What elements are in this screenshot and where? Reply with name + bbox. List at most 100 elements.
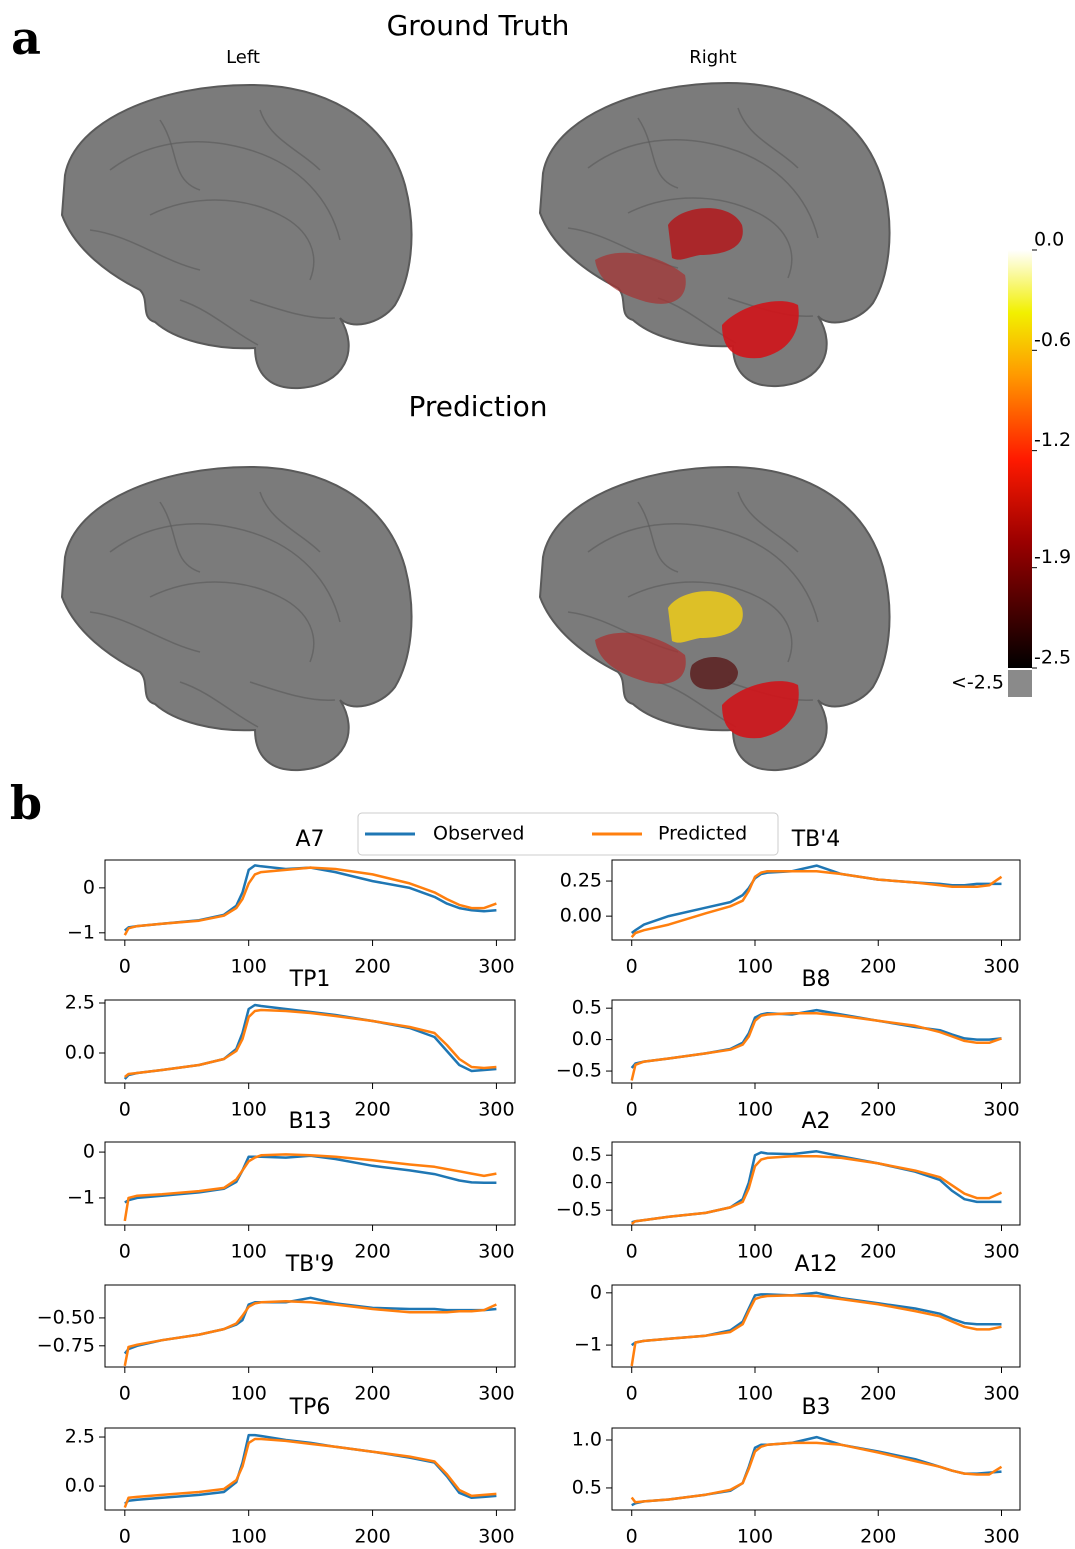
y-tick-label: −0.5 xyxy=(556,1060,602,1082)
series-line xyxy=(123,1299,497,1367)
colorbar-under xyxy=(1008,670,1032,697)
colorbar-tick-label: 0.0 xyxy=(1034,229,1064,251)
x-tick-label: 0 xyxy=(626,1099,638,1121)
legend-box xyxy=(357,812,779,856)
x-tick-label: 0 xyxy=(119,1241,131,1263)
x-tick-label: 100 xyxy=(231,1383,267,1405)
series-line xyxy=(630,1155,1003,1225)
y-tick-label: 2.5 xyxy=(65,1426,95,1448)
x-tick-label: 0 xyxy=(119,1383,131,1405)
series-line xyxy=(630,1011,1002,1081)
y-tick-label: −1 xyxy=(67,921,95,943)
region-highlight xyxy=(690,656,738,690)
x-tick-label: 0 xyxy=(626,1241,638,1263)
column-label: Left xyxy=(226,47,260,68)
x-tick-label: 200 xyxy=(354,956,390,978)
series-line xyxy=(631,1435,1002,1507)
chart-title: A7 xyxy=(295,827,324,852)
series-line xyxy=(124,1154,497,1204)
plot-frame xyxy=(611,1427,1021,1511)
plot-frame xyxy=(611,859,1021,941)
y-tick-label: 0 xyxy=(590,1281,602,1303)
series-line xyxy=(630,1441,1003,1504)
x-tick-label: 100 xyxy=(737,1099,773,1121)
y-tick-label: 0.5 xyxy=(572,1476,602,1498)
column-label: Right xyxy=(689,47,736,68)
series-line xyxy=(630,869,1003,939)
series-line xyxy=(124,1008,497,1078)
y-tick-label: 0.00 xyxy=(560,905,602,927)
plot-frame xyxy=(104,1284,516,1368)
panel-letter: b xyxy=(10,776,42,830)
x-tick-label: 200 xyxy=(860,1099,896,1121)
y-tick-label: 0.0 xyxy=(572,1028,602,1050)
region-highlight xyxy=(722,681,799,739)
x-tick-label: 100 xyxy=(737,1526,773,1548)
series-line xyxy=(631,1150,1002,1224)
y-tick-label: −0.50 xyxy=(37,1306,95,1328)
x-tick-label: 300 xyxy=(478,1241,514,1263)
x-tick-label: 0 xyxy=(626,1383,638,1405)
x-tick-label: 200 xyxy=(354,1383,390,1405)
y-tick-label: 0.0 xyxy=(65,1475,95,1497)
x-tick-label: 300 xyxy=(983,1383,1019,1405)
plot-frame xyxy=(611,1141,1021,1226)
x-tick-label: 100 xyxy=(737,956,773,978)
y-tick-label: −0.75 xyxy=(37,1334,95,1356)
plot-frame xyxy=(611,999,1021,1084)
chart-title: TP1 xyxy=(289,967,331,992)
x-tick-label: 100 xyxy=(231,1099,267,1121)
chart-title: TB'9 xyxy=(285,1252,335,1277)
series-line xyxy=(123,864,497,932)
x-tick-label: 100 xyxy=(737,1383,773,1405)
plot-frame xyxy=(611,1284,1021,1368)
x-tick-label: 0 xyxy=(119,1099,131,1121)
chart-title: TP6 xyxy=(289,1395,331,1420)
region-highlight xyxy=(595,252,686,304)
y-tick-label: 0.5 xyxy=(572,1144,602,1166)
x-tick-label: 100 xyxy=(737,1241,773,1263)
x-tick-label: 300 xyxy=(983,1099,1019,1121)
x-tick-label: 100 xyxy=(231,956,267,978)
colorbar-under-label: <-2.5 xyxy=(951,672,1004,694)
series-line xyxy=(124,1433,497,1505)
x-tick-label: 200 xyxy=(860,1383,896,1405)
colorbar-tick-label: -0.6 xyxy=(1034,329,1071,351)
colorbar-tick-label: -1.9 xyxy=(1034,546,1071,568)
x-tick-label: 100 xyxy=(231,1526,267,1548)
y-tick-label: 0.0 xyxy=(572,1171,602,1193)
x-tick-label: 100 xyxy=(231,1241,267,1263)
plot-frame xyxy=(104,999,516,1084)
region-highlight xyxy=(595,632,686,684)
y-tick-label: 2.5 xyxy=(65,992,95,1014)
x-tick-label: 200 xyxy=(860,1241,896,1263)
x-tick-label: 300 xyxy=(983,1526,1019,1548)
region-highlight xyxy=(668,591,743,643)
x-tick-label: 0 xyxy=(119,1526,131,1548)
x-tick-label: 0 xyxy=(119,956,131,978)
y-tick-label: 0.0 xyxy=(65,1042,95,1064)
x-tick-label: 300 xyxy=(478,1099,514,1121)
y-tick-label: −1 xyxy=(574,1334,602,1356)
x-tick-label: 300 xyxy=(983,956,1019,978)
legend-label: Predicted xyxy=(658,823,747,845)
plot-frame xyxy=(104,1141,516,1226)
chart-title: A2 xyxy=(801,1109,830,1134)
x-tick-label: 200 xyxy=(354,1099,390,1121)
region-highlight xyxy=(722,301,799,359)
colorbar xyxy=(1008,250,1032,668)
x-tick-label: 300 xyxy=(983,1241,1019,1263)
series-line xyxy=(123,1437,497,1509)
series-line xyxy=(630,864,1002,934)
series-line xyxy=(630,1294,1002,1367)
chart-title: B8 xyxy=(801,967,830,992)
chart-title: B13 xyxy=(288,1109,331,1134)
series-line xyxy=(123,1153,497,1222)
chart-title: TB'4 xyxy=(791,827,841,852)
brain-render xyxy=(61,466,413,772)
x-tick-label: 300 xyxy=(478,956,514,978)
series-line xyxy=(123,866,497,936)
x-tick-label: 300 xyxy=(478,1383,514,1405)
x-tick-label: 200 xyxy=(354,1526,390,1548)
